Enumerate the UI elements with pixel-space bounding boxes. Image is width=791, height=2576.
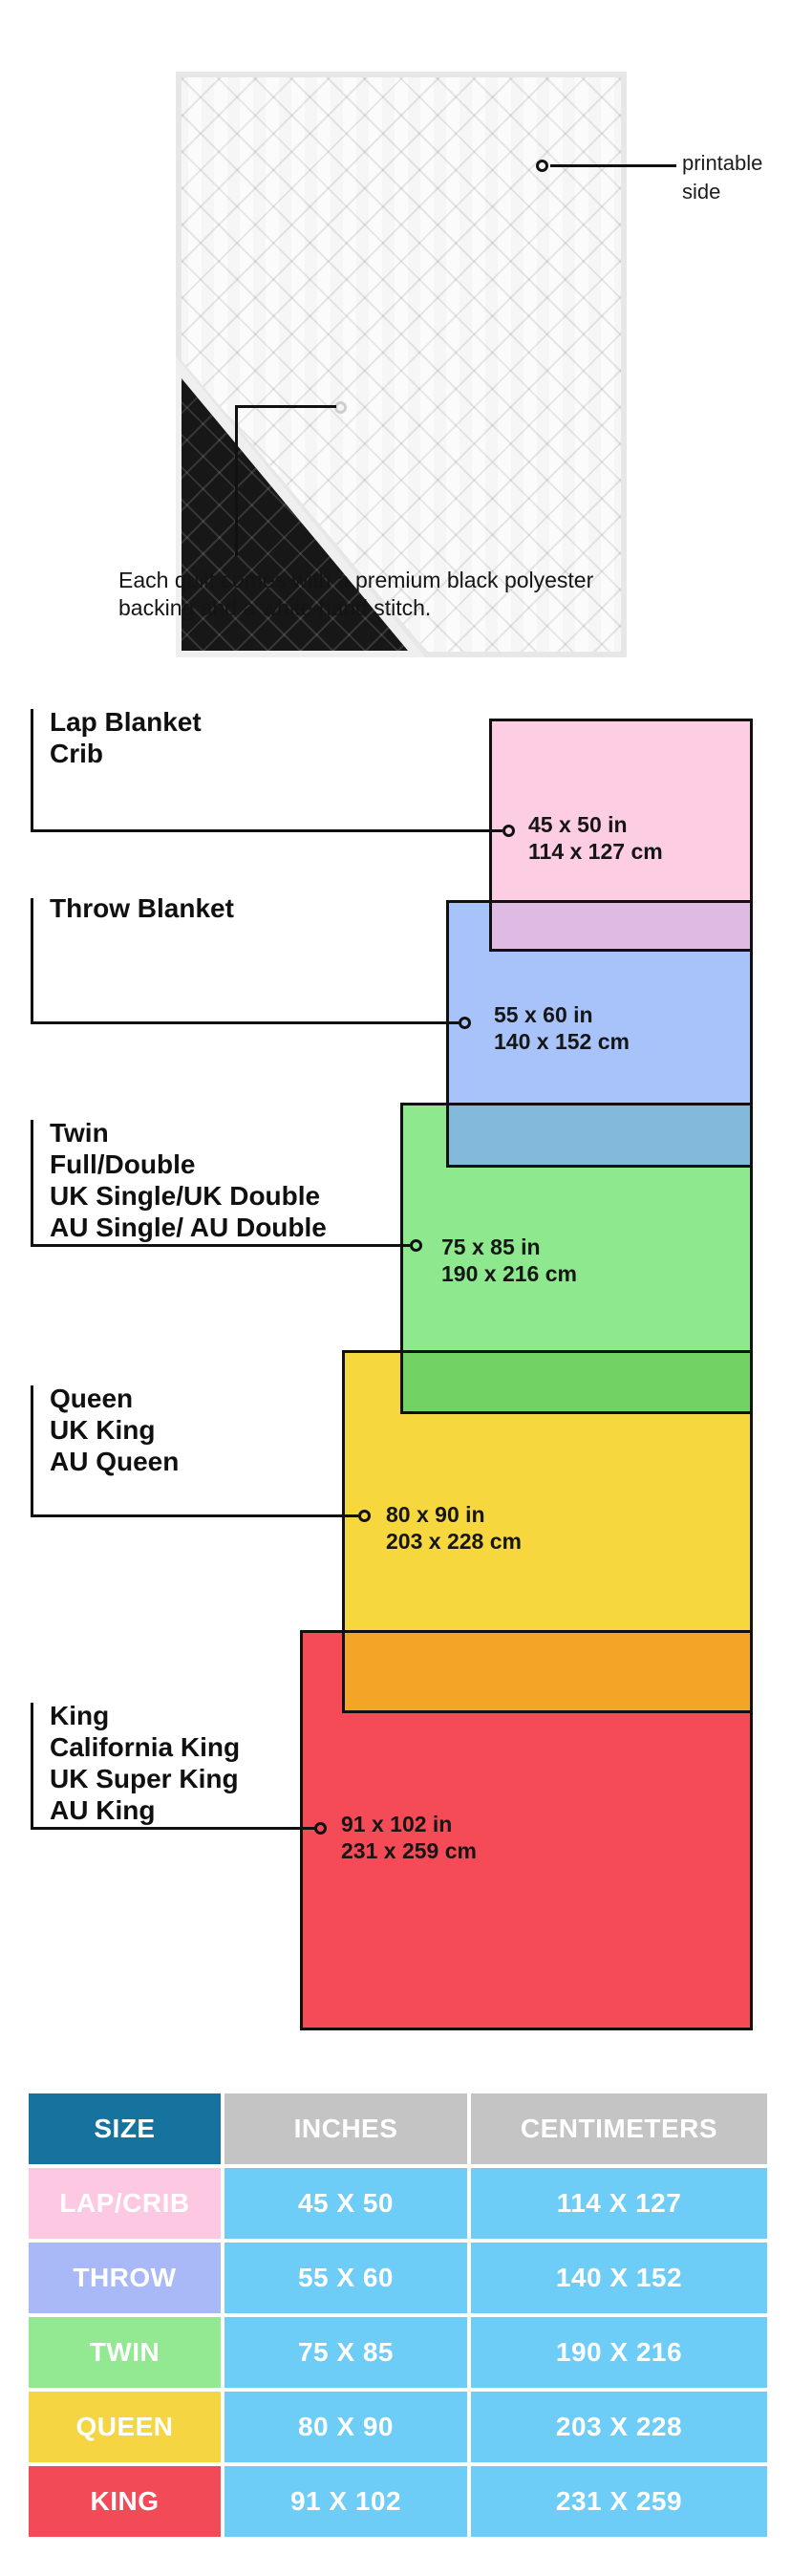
twin-rectangle-border	[400, 1103, 753, 1414]
throw-dimensions: 55 x 60 in 140 x 152 cm	[494, 1002, 630, 1054]
queen-rectangle-border	[342, 1350, 753, 1713]
quilt-front-image	[176, 72, 627, 657]
table-row-throw-centimeters: 140 X 152	[471, 2243, 767, 2313]
lap-crib-dimensions: 45 x 50 in 114 x 127 cm	[528, 812, 663, 864]
throw-marker-icon	[459, 1017, 471, 1029]
throw-label: Throw Blanket	[50, 893, 234, 923]
table-row-lap-crib-centimeters: 114 X 127	[471, 2168, 767, 2239]
queen-leader-horizontal	[31, 1514, 358, 1517]
printable-side-marker-icon	[536, 160, 548, 172]
table-row-king-size: KING	[29, 2466, 221, 2537]
twin-dimensions: 75 x 85 in 190 x 216 cm	[441, 1234, 577, 1286]
table-row-twin-centimeters: 190 X 216	[471, 2317, 767, 2388]
lap-crib-label: Lap Blanket Crib	[50, 707, 202, 768]
table-row-twin-size: TWIN	[29, 2317, 221, 2388]
table-row-lap-crib-size: LAP/CRIB	[29, 2168, 221, 2239]
printable-side-label: printable side	[682, 151, 763, 204]
queen-label: Queen UK King AU Queen	[50, 1384, 180, 1476]
table-header-centimeters: CENTIMETERS	[471, 2093, 767, 2164]
table-row-throw-inches: 55 X 60	[224, 2243, 467, 2313]
twin-label: Twin Full/Double UK Single/UK Double AU …	[50, 1118, 327, 1242]
throw-rectangle-border	[446, 900, 753, 1168]
table-row-throw-size: THROW	[29, 2243, 221, 2313]
throw-leader-vertical	[31, 898, 33, 1023]
king-dimensions: 91 x 102 in 231 x 259 cm	[341, 1812, 477, 1863]
twin-leader-vertical	[31, 1120, 33, 1246]
table-header-inches: INCHES	[224, 2093, 467, 2164]
king-label: King California King UK Super King AU Ki…	[50, 1701, 241, 1825]
printable-side-leader-line	[550, 164, 676, 167]
queen-marker-icon	[358, 1510, 371, 1522]
queen-leader-vertical	[31, 1385, 33, 1516]
table-row-queen-size: QUEEN	[29, 2392, 221, 2462]
king-rectangle-border	[300, 1630, 753, 2030]
backing-leader-line-horizontal	[237, 405, 336, 408]
twin-queen-overlap	[403, 1353, 750, 1411]
throw-twin-overlap	[449, 1106, 750, 1165]
lap-crib-rectangle-border	[489, 719, 753, 952]
backing-leader-line-vertical	[235, 405, 238, 556]
throw-leader-horizontal	[31, 1021, 459, 1024]
lap-crib-leader-horizontal	[31, 829, 502, 832]
lap-throw-overlap	[492, 903, 750, 949]
table-row-queen-inches: 80 X 90	[224, 2392, 467, 2462]
backing-caption: Each quilt comes with a premium black po…	[118, 568, 594, 620]
table-header-size: SIZE	[29, 2093, 221, 2164]
king-leader-horizontal	[31, 1827, 314, 1830]
king-marker-icon	[314, 1822, 327, 1835]
twin-marker-icon	[410, 1239, 422, 1252]
table-row-king-inches: 91 X 102	[224, 2466, 467, 2537]
twin-leader-horizontal	[31, 1244, 410, 1247]
table-row-king-centimeters: 231 X 259	[471, 2466, 767, 2537]
king-leader-vertical	[31, 1703, 33, 1829]
table-row-queen-centimeters: 203 X 228	[471, 2392, 767, 2462]
lap-crib-leader-vertical	[31, 709, 33, 831]
table-row-lap-crib-inches: 45 X 50	[224, 2168, 467, 2239]
size-table: SIZE INCHES CENTIMETERS LAP/CRIB 45 X 50…	[29, 2093, 767, 2537]
queen-king-overlap	[345, 1633, 750, 1710]
quilt-front-pattern	[182, 77, 621, 652]
queen-dimensions: 80 x 90 in 203 x 228 cm	[386, 1502, 522, 1554]
table-row-twin-inches: 75 X 85	[224, 2317, 467, 2388]
lap-crib-marker-icon	[502, 825, 515, 837]
